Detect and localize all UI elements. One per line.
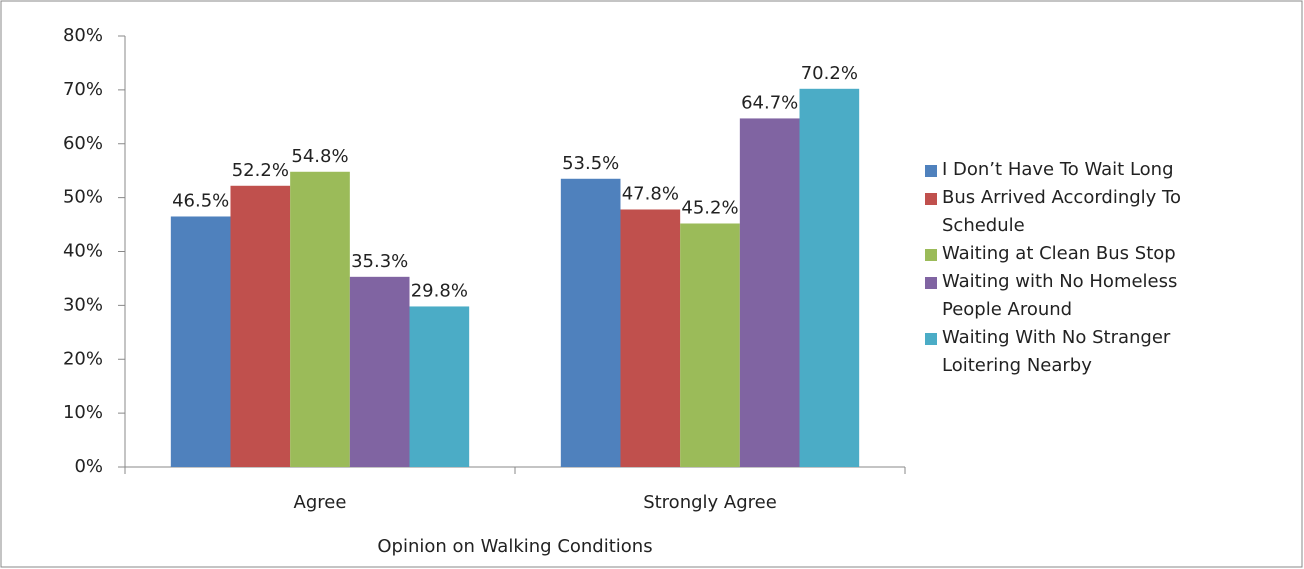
value-label: 29.8% bbox=[411, 280, 468, 301]
bar bbox=[349, 276, 410, 467]
bar bbox=[680, 223, 740, 467]
legend-label: I Don’t Have To Wait Long bbox=[942, 159, 1174, 180]
y-tick-label: 0% bbox=[74, 456, 103, 477]
bar bbox=[170, 216, 231, 467]
y-tick-label: 50% bbox=[63, 187, 103, 208]
legend-swatch bbox=[925, 249, 937, 261]
legend-item: I Don’t Have To Wait Long bbox=[925, 156, 1255, 184]
value-label: 46.5% bbox=[172, 190, 229, 211]
bar bbox=[560, 178, 621, 468]
bar bbox=[739, 118, 800, 468]
value-label: 52.2% bbox=[232, 160, 289, 181]
value-label: 70.2% bbox=[801, 63, 858, 84]
y-tick-label: 20% bbox=[63, 348, 103, 369]
bar bbox=[409, 306, 470, 467]
y-tick-label: 70% bbox=[63, 79, 103, 100]
y-tick-label: 10% bbox=[63, 402, 103, 423]
y-tick-label: 60% bbox=[63, 133, 103, 154]
x-tick-label: Agree bbox=[294, 492, 347, 513]
value-label: 35.3% bbox=[351, 251, 408, 272]
value-label: 47.8% bbox=[622, 183, 679, 204]
legend-swatch bbox=[925, 277, 937, 289]
legend-swatch bbox=[925, 193, 937, 205]
bar bbox=[799, 88, 860, 468]
x-tick-label: Strongly Agree bbox=[643, 492, 777, 513]
value-label: 53.5% bbox=[562, 153, 619, 174]
legend: I Don’t Have To Wait Long Bus Arrived Acc… bbox=[925, 156, 1255, 380]
legend-label: Waiting With No Stranger Loitering Nearb… bbox=[942, 327, 1171, 376]
value-label: 45.2% bbox=[681, 197, 738, 218]
x-axis-title: Opinion on Walking Conditions bbox=[377, 536, 652, 557]
legend-item: Waiting with No Homeless People Around bbox=[925, 268, 1255, 324]
legend-label: Waiting at Clean Bus Stop bbox=[942, 243, 1176, 264]
legend-swatch bbox=[925, 165, 937, 177]
y-tick-label: 40% bbox=[63, 241, 103, 262]
value-label: 64.7% bbox=[741, 92, 798, 113]
bar bbox=[620, 209, 681, 468]
legend-item: Waiting at Clean Bus Stop bbox=[925, 240, 1255, 268]
bar bbox=[230, 185, 291, 467]
bar bbox=[290, 171, 350, 467]
legend-item: Waiting With No Stranger Loitering Nearb… bbox=[925, 324, 1255, 380]
value-label: 54.8% bbox=[291, 146, 348, 167]
legend-swatch bbox=[925, 333, 937, 345]
legend-label: Bus Arrived Accordingly To Schedule bbox=[942, 187, 1182, 236]
legend-label: Waiting with No Homeless People Around bbox=[942, 271, 1178, 320]
y-tick-label: 30% bbox=[63, 294, 103, 315]
legend-item: Bus Arrived Accordingly To Schedule bbox=[925, 184, 1255, 240]
y-tick-label: 80% bbox=[63, 25, 103, 46]
